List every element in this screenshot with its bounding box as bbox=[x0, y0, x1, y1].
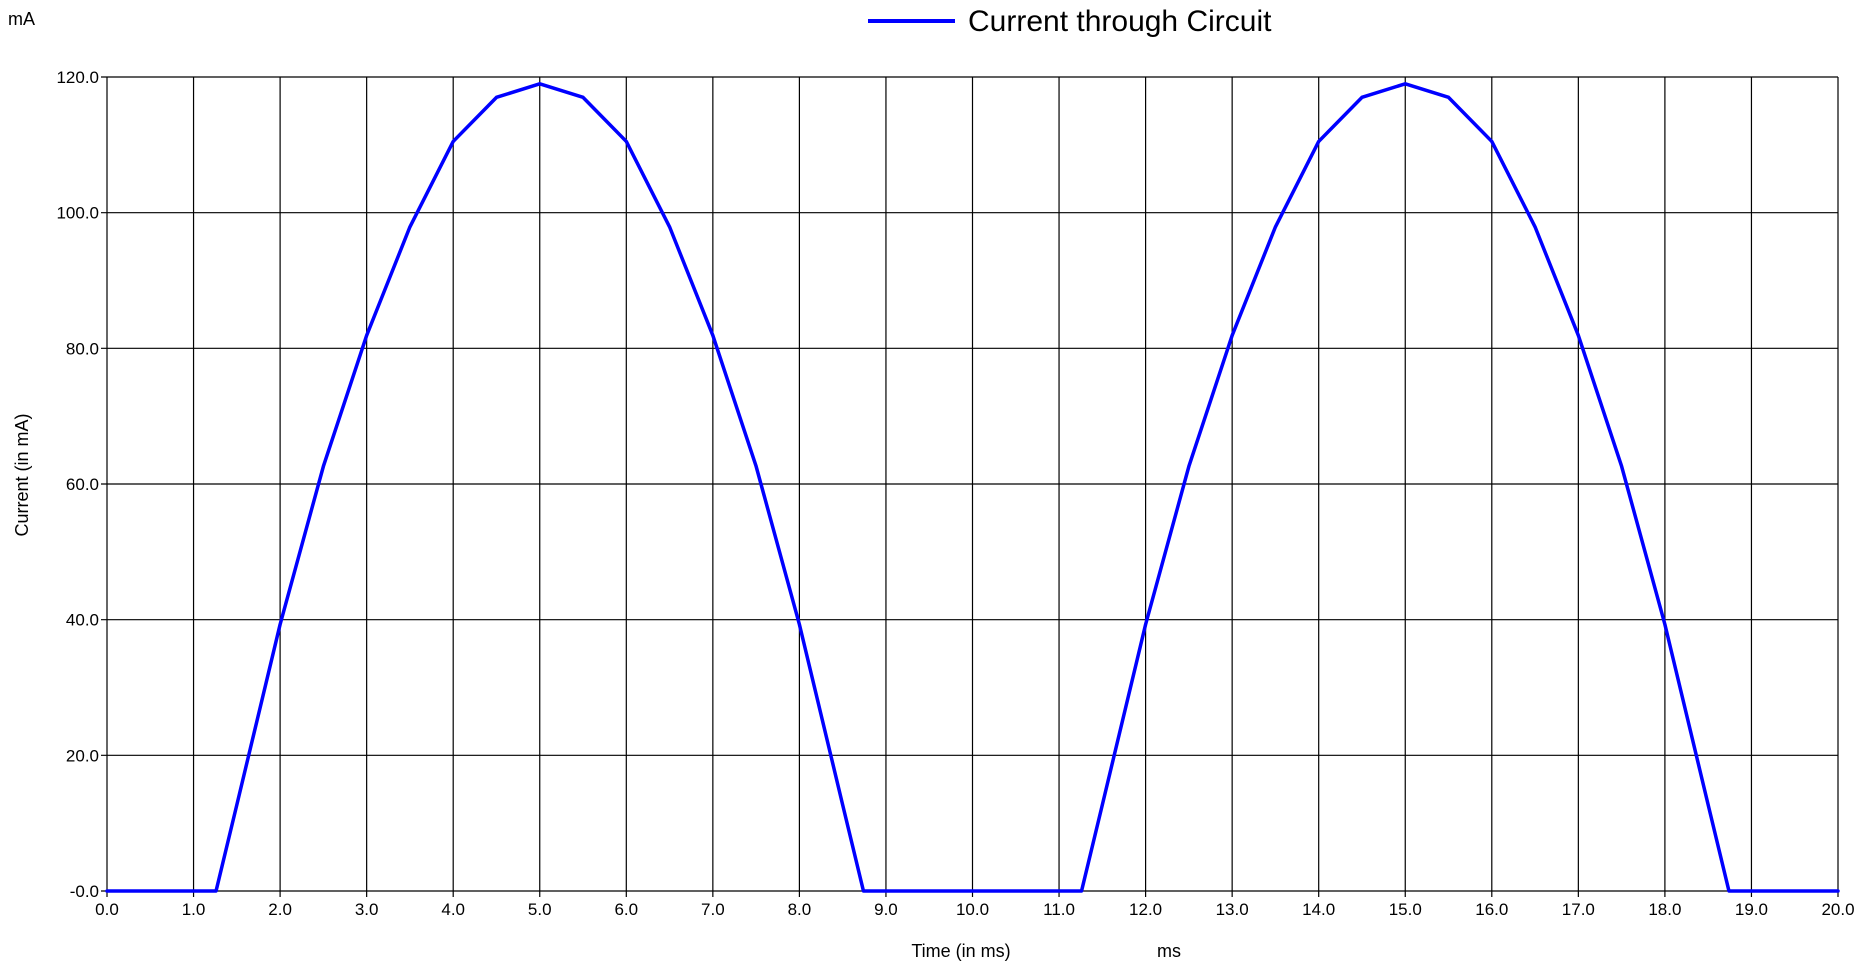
x-tick-label: 18.0 bbox=[1648, 900, 1681, 919]
y-tick-label: 100.0 bbox=[56, 204, 99, 223]
series-line bbox=[105, 82, 1840, 893]
x-tick-label: 10.0 bbox=[956, 900, 989, 919]
x-tick-label: 9.0 bbox=[874, 900, 898, 919]
x-tick-label: 14.0 bbox=[1302, 900, 1335, 919]
x-tick-label: 6.0 bbox=[614, 900, 638, 919]
x-tick-label: 20.0 bbox=[1821, 900, 1854, 919]
x-tick-label: 3.0 bbox=[355, 900, 379, 919]
x-tick-labels: 0.0 1.0 2.0 3.0 4.0 5.0 6.0 7.0 8.0 9.0 10.0 11.0 12… bbox=[95, 900, 1854, 919]
y-tick-label: 120.0 bbox=[56, 68, 99, 87]
x-unit-label: ms bbox=[1157, 941, 1181, 961]
y-tick-label: 80.0 bbox=[66, 339, 99, 358]
x-tick-label: 8.0 bbox=[788, 900, 812, 919]
x-tick-label: 19.0 bbox=[1735, 900, 1768, 919]
x-tick-label: 15.0 bbox=[1389, 900, 1422, 919]
legend-label: Current through Circuit bbox=[968, 5, 1272, 38]
x-tick-label: 7.0 bbox=[701, 900, 725, 919]
y-tick-label: 60.0 bbox=[66, 475, 99, 494]
legend: Current through Circuit bbox=[868, 5, 1272, 38]
x-tick-label: 0.0 bbox=[95, 900, 119, 919]
y-axis-title: Current (in mA) bbox=[12, 413, 32, 536]
x-axis-title: Time (in ms) bbox=[911, 941, 1010, 961]
x-tick-label: 1.0 bbox=[182, 900, 206, 919]
x-tick-label: 16.0 bbox=[1475, 900, 1508, 919]
x-tick-label: 2.0 bbox=[268, 900, 292, 919]
x-tick-label: 11.0 bbox=[1043, 900, 1075, 919]
series-layer bbox=[105, 82, 1840, 893]
y-tick-label: -0.0 bbox=[70, 882, 99, 901]
y-tick-label: 20.0 bbox=[66, 746, 99, 765]
x-tick-label: 13.0 bbox=[1216, 900, 1249, 919]
x-tick-label: 5.0 bbox=[528, 900, 552, 919]
x-tick-label: 17.0 bbox=[1562, 900, 1595, 919]
x-tick-label: 12.0 bbox=[1129, 900, 1162, 919]
grid bbox=[101, 76, 1839, 897]
y-unit-label: mA bbox=[8, 9, 35, 29]
y-tick-label: 40.0 bbox=[66, 611, 99, 630]
x-tick-label: 4.0 bbox=[441, 900, 465, 919]
y-tick-labels: -0.0 20.0 40.0 60.0 80.0 100.0 120.0 bbox=[56, 68, 99, 901]
